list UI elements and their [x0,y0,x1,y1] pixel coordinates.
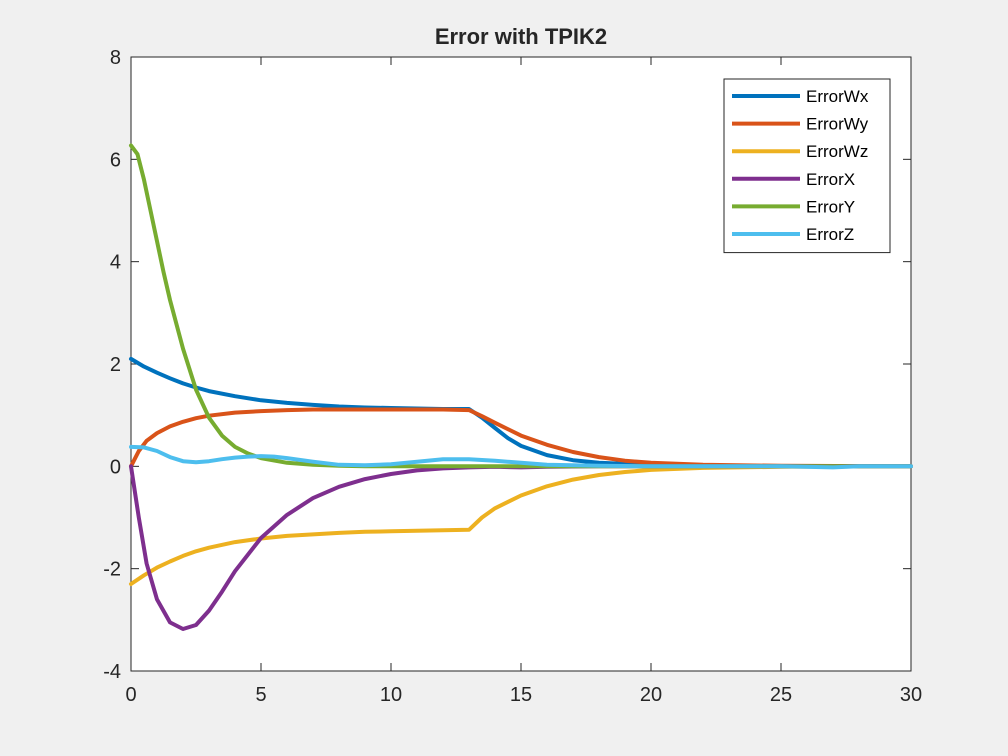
axis-ticks: 0 5 10 15 20 25 30 -4 -2 0 2 4 6 8 [103,47,922,706]
legend-label: ErrorX [806,170,855,189]
series-line-errorwz [129,464,913,586]
x-tick-label: 20 [640,684,662,706]
y-tick-label: 4 [110,252,121,274]
y-tick-label: 0 [110,456,121,478]
y-tick-label: -4 [103,661,121,683]
x-tick-label: 0 [125,684,136,706]
y-tick-label: 6 [110,149,121,171]
y-tick-label: 8 [110,47,121,69]
x-tick-label: 10 [380,684,402,706]
legend-label: ErrorWx [806,87,869,106]
legend-label: ErrorZ [806,225,854,244]
legend-label: ErrorY [806,197,855,216]
y-tick-label: 2 [110,354,121,376]
series-line-errorwy [129,407,913,469]
x-tick-label: 25 [770,684,792,706]
legend-box [723,78,891,254]
series-lines [129,143,913,631]
x-tick-label: 15 [510,684,532,706]
legend-label: ErrorWy [806,115,869,134]
legend-label: ErrorWz [806,142,868,161]
legend: ErrorWx ErrorWy ErrorWz ErrorX ErrorY ErrorZ [723,78,891,254]
chart-title: Error with TPIK2 [435,24,607,49]
series-line-errorz [129,444,913,470]
x-tick-label: 5 [255,684,266,706]
y-tick-label: -2 [103,559,121,581]
x-tick-label: 30 [900,684,922,706]
